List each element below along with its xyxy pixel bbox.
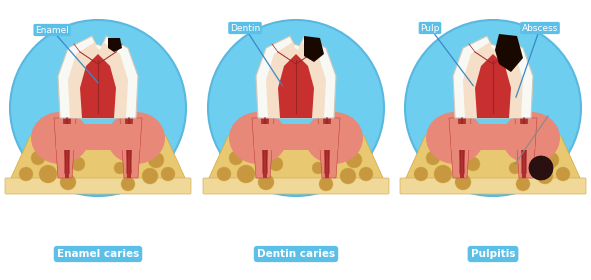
Polygon shape xyxy=(318,118,340,178)
Circle shape xyxy=(19,167,33,181)
Circle shape xyxy=(312,162,324,174)
Circle shape xyxy=(229,151,243,165)
FancyBboxPatch shape xyxy=(5,178,191,194)
Polygon shape xyxy=(266,42,326,118)
Circle shape xyxy=(142,168,158,184)
Polygon shape xyxy=(208,136,384,180)
Polygon shape xyxy=(10,136,186,180)
Polygon shape xyxy=(463,42,523,118)
Polygon shape xyxy=(68,42,128,118)
Circle shape xyxy=(31,151,45,165)
Ellipse shape xyxy=(502,112,560,164)
Circle shape xyxy=(466,157,480,171)
Ellipse shape xyxy=(305,112,363,164)
Circle shape xyxy=(71,157,85,171)
Circle shape xyxy=(340,168,356,184)
FancyBboxPatch shape xyxy=(400,178,586,194)
Ellipse shape xyxy=(107,112,165,164)
Circle shape xyxy=(529,156,553,180)
Text: Dentin caries: Dentin caries xyxy=(257,249,335,259)
Circle shape xyxy=(527,138,543,154)
Circle shape xyxy=(47,139,65,157)
Circle shape xyxy=(60,174,76,190)
Ellipse shape xyxy=(426,112,484,164)
Polygon shape xyxy=(520,118,528,178)
Ellipse shape xyxy=(229,112,287,164)
Polygon shape xyxy=(80,54,116,118)
FancyBboxPatch shape xyxy=(56,124,140,150)
Polygon shape xyxy=(304,36,324,62)
Polygon shape xyxy=(54,118,76,178)
Ellipse shape xyxy=(31,112,89,164)
Circle shape xyxy=(319,177,333,191)
Polygon shape xyxy=(261,118,269,178)
Circle shape xyxy=(269,157,283,171)
FancyBboxPatch shape xyxy=(203,178,389,194)
Polygon shape xyxy=(63,118,71,178)
Polygon shape xyxy=(458,118,466,178)
Circle shape xyxy=(245,139,263,157)
Polygon shape xyxy=(108,38,122,52)
Circle shape xyxy=(148,152,164,168)
Circle shape xyxy=(208,20,384,196)
Text: Abscess: Abscess xyxy=(522,24,558,32)
Circle shape xyxy=(516,177,530,191)
Polygon shape xyxy=(453,36,533,118)
Polygon shape xyxy=(405,136,581,180)
Text: Pulpitis: Pulpitis xyxy=(471,249,515,259)
FancyBboxPatch shape xyxy=(451,124,535,150)
Text: Pulp: Pulp xyxy=(420,24,440,32)
Circle shape xyxy=(217,167,231,181)
Circle shape xyxy=(426,151,440,165)
Circle shape xyxy=(237,165,255,183)
Circle shape xyxy=(543,152,559,168)
Polygon shape xyxy=(120,118,142,178)
FancyBboxPatch shape xyxy=(254,124,338,150)
Circle shape xyxy=(509,162,521,174)
Circle shape xyxy=(114,162,126,174)
Circle shape xyxy=(405,20,581,196)
Polygon shape xyxy=(449,118,471,178)
Polygon shape xyxy=(252,118,274,178)
Polygon shape xyxy=(278,54,314,118)
Polygon shape xyxy=(256,36,336,118)
Polygon shape xyxy=(515,118,537,178)
Text: Enamel: Enamel xyxy=(35,25,69,34)
Text: Dentin: Dentin xyxy=(230,24,260,32)
Circle shape xyxy=(121,177,135,191)
Polygon shape xyxy=(125,118,133,178)
Circle shape xyxy=(346,152,362,168)
Circle shape xyxy=(537,168,553,184)
Circle shape xyxy=(442,139,460,157)
Circle shape xyxy=(556,167,570,181)
Text: Enamel caries: Enamel caries xyxy=(57,249,139,259)
Circle shape xyxy=(330,138,346,154)
Polygon shape xyxy=(323,118,331,178)
Circle shape xyxy=(10,20,186,196)
Circle shape xyxy=(39,165,57,183)
Circle shape xyxy=(132,138,148,154)
Circle shape xyxy=(434,165,452,183)
Circle shape xyxy=(455,174,471,190)
Circle shape xyxy=(414,167,428,181)
Circle shape xyxy=(359,167,373,181)
Polygon shape xyxy=(58,36,138,118)
Circle shape xyxy=(258,174,274,190)
Polygon shape xyxy=(475,54,511,118)
Circle shape xyxy=(161,167,175,181)
Polygon shape xyxy=(495,34,523,72)
